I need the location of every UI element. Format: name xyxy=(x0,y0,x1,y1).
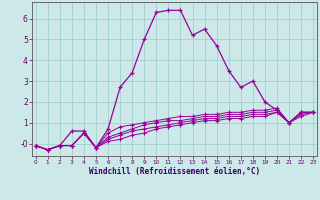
X-axis label: Windchill (Refroidissement éolien,°C): Windchill (Refroidissement éolien,°C) xyxy=(89,167,260,176)
